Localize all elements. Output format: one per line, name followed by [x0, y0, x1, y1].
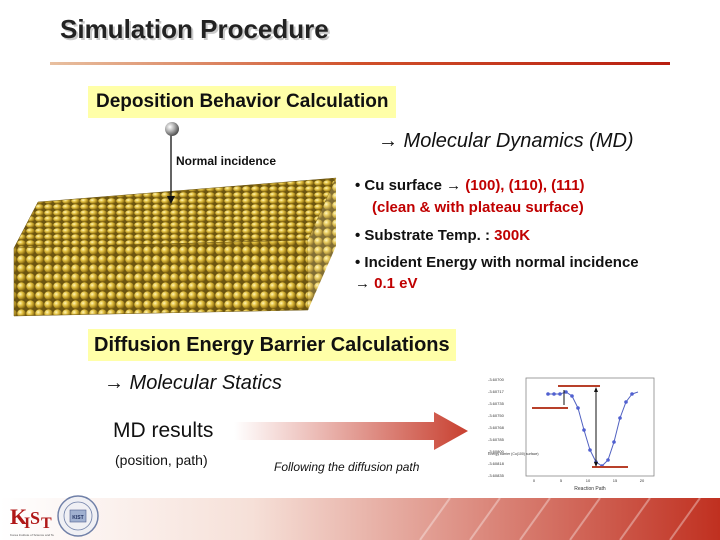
plot-xtick-label: 10	[586, 478, 591, 483]
diffusion-heading: Diffusion Energy Barrier Calculations	[88, 329, 456, 361]
arrow-right-icon: →	[104, 372, 124, 394]
plot-ytick-label: -3.60818	[488, 461, 505, 466]
gradient-arrow-icon	[234, 412, 468, 450]
plot-xtick-label: 0	[533, 478, 536, 483]
plot-ytick-label: -3.60785	[488, 437, 505, 442]
energy-barrier-plot: -3.60700 -3.60717 -3.60735 -3.60750 -3.60768…	[484, 372, 660, 492]
plot-curve	[548, 391, 639, 467]
institution-seal-logo: KIST	[57, 495, 99, 537]
svg-text:T: T	[41, 515, 52, 532]
svg-text:K: K	[10, 504, 27, 529]
kist-logo: K I S T Korea Institute of Science and T…	[10, 504, 54, 537]
svg-text:KIST: KIST	[72, 515, 83, 521]
arrow-right-icon: →	[446, 177, 462, 194]
svg-text:I: I	[24, 515, 30, 532]
plot-frame	[525, 377, 655, 477]
page-title: Simulation Procedure	[60, 14, 329, 44]
md-method-label: → Molecular Dynamics (MD)	[378, 130, 634, 153]
plot-ytick-label: -3.60750	[488, 413, 505, 418]
arrow-right-icon: →	[378, 130, 398, 152]
plot-ytick-label: -3.60768	[488, 425, 505, 430]
plot-xtick-label: 15	[613, 478, 618, 483]
position-path-label: (position, path)	[115, 452, 208, 468]
ms-method-text: Molecular Statics	[124, 372, 282, 394]
plot-ytick-label: -3.60717	[488, 389, 505, 394]
plot-legend: Energy barrier (Cu(100) surface)	[488, 452, 539, 456]
footer-gradient-band	[0, 497, 720, 540]
plot-xtick-label: 20	[640, 478, 645, 483]
bullet-incident-energy-value: → 0.1 eV	[355, 275, 418, 292]
plot-xtick-label: 5	[560, 478, 563, 483]
title-underline	[50, 62, 670, 65]
deposition-heading: Deposition Behavior Calculation	[88, 86, 397, 118]
md-method-text: Molecular Dynamics (MD)	[398, 130, 634, 152]
plot-ytick-label: -3.60735	[488, 401, 505, 406]
normal-incidence-label: Normal incidence	[176, 154, 277, 168]
arrow-right-icon: →	[355, 275, 370, 292]
bullet-substrate-temp: • Substrate Temp. : 300K	[355, 227, 531, 244]
plot-ytick-label: -3.60800	[488, 449, 505, 454]
bullet-cu-surface: • Cu surface → (100), (110), (111)	[355, 177, 585, 194]
adatom-sphere	[165, 122, 179, 136]
bullet-incident-energy: • Incident Energy with normal incidence	[355, 254, 639, 271]
ms-method-label: → Molecular Statics	[104, 372, 282, 395]
plot-xlabel: Reaction Path	[574, 486, 606, 492]
following-path-caption: Following the diffusion path	[274, 460, 420, 474]
svg-text:Korea Institute of Science and: Korea Institute of Science and Technolog…	[10, 533, 54, 537]
cu-crystal-slab-image	[13, 122, 337, 317]
plot-ytick-label: -3.60700	[488, 377, 505, 382]
plot-ytick-label: -3.60835	[488, 473, 505, 478]
md-results-label: MD results	[113, 419, 214, 442]
bullet-cu-surface-note: (clean & with plateau surface)	[372, 199, 584, 216]
svg-text:S: S	[30, 508, 40, 528]
